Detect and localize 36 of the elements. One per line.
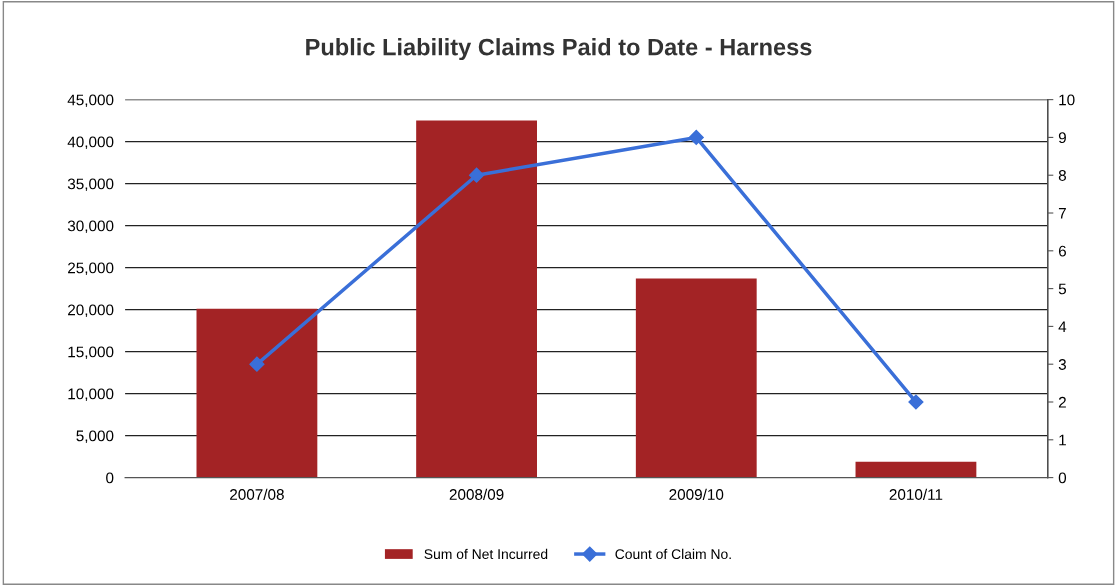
y-tick-label: 0 [106, 472, 114, 484]
y2-tick-label: 3 [1058, 359, 1066, 370]
y-tick-label: 10,000 [68, 388, 114, 402]
bar [635, 278, 757, 478]
y-tick-label: 15,000 [68, 346, 114, 360]
y-tick-label: 5,000 [76, 430, 114, 444]
y2-tick-label: 2 [1058, 396, 1066, 408]
point [469, 167, 485, 183]
y2-tick-label: 8 [1058, 170, 1066, 181]
point [688, 129, 704, 145]
y-tick-label: 20,000 [68, 304, 114, 318]
y2-tick-label: 7 [1058, 208, 1066, 219]
y2-tick-label: 4 [1058, 321, 1067, 332]
x-tick-label: 2010/11 [889, 488, 943, 500]
y2-tick-label: 6 [1058, 245, 1066, 257]
y2-tick-label: 1 [1059, 434, 1066, 446]
y-tick-label: 25,000 [68, 262, 114, 276]
x-tick-label: 2007/08 [230, 488, 284, 500]
bar [855, 461, 977, 478]
y2-tick-label: 9 [1058, 132, 1066, 144]
point [249, 356, 265, 372]
bar [196, 308, 318, 478]
y2-tick-label: 10 [1059, 94, 1075, 106]
legend-label: Count of Claim No. [615, 548, 731, 560]
x-tick-label: 2009/10 [669, 488, 724, 500]
chart-title: Public Liability Claims Paid to Date - Harness [306, 38, 812, 61]
point [908, 394, 924, 410]
y-tick-label: 45,000 [67, 94, 114, 108]
y-tick-label: 35,000 [67, 178, 114, 192]
y-tick-label: 40,000 [67, 136, 114, 150]
y2-tick-label: 0 [1058, 472, 1067, 484]
bar [416, 120, 537, 478]
legend-label: Sum of Net Incurred [424, 548, 548, 560]
x-tick-label: 2008/09 [449, 488, 504, 500]
y-tick-label: 30,000 [67, 220, 114, 234]
y2-tick-label: 5 [1058, 283, 1067, 295]
